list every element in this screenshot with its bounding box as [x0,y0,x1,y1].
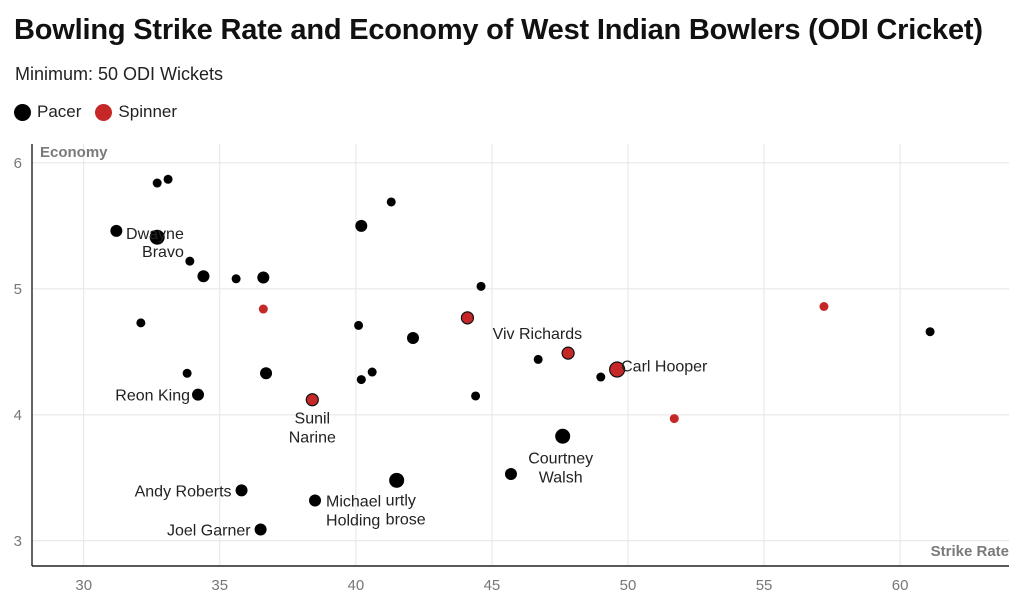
spinner-point [609,361,626,378]
spinner-point [460,311,475,325]
pacer-point [354,320,364,330]
spinner-legend-swatch [95,103,113,121]
pacer-point [235,484,248,497]
pacer-point [260,367,273,380]
point-label-line: Courtney [528,450,593,467]
point-label: Michael Holding [326,493,381,529]
point-label-line: urtly [386,492,416,509]
y-tick-label: 5 [14,281,22,298]
point-label-line: Michael [326,493,381,510]
pacer-point [257,271,270,284]
y-tick-label: 3 [14,533,22,550]
spinner-point [258,304,268,314]
chart-title: Bowling Strike Rate and Economy of West … [14,14,983,46]
pacer-point [163,174,173,184]
pacer-point [309,494,322,507]
legend-item-spinner: Spinner [95,102,177,122]
pacer-point [355,219,368,232]
y-axis-title: Economy [40,144,108,161]
legend-item-pacer: Pacer [14,102,81,122]
point-label: Courtney Walsh [528,450,593,486]
x-tick-label: 50 [620,577,637,594]
pacer-point [407,331,420,344]
point-label-line: Bravo [142,244,184,261]
point-label: Dwayne Bravo [126,226,184,261]
point-label-line: Narine [289,430,336,447]
spinner-point [669,414,679,424]
x-tick-label: 60 [892,577,909,594]
pacer-legend-swatch [14,103,31,121]
data-points [110,174,935,536]
x-tick-label: 55 [756,577,773,594]
pacer-point [197,270,210,283]
point-label-line: brose [386,511,426,528]
point-label-line: Walsh [539,469,583,486]
point-labels: Dwayne Bravo Viv Richards Carl Hooper Reon K… [115,226,708,539]
pacer-point [925,327,935,337]
pacer-point [231,274,241,284]
pacer-point [185,256,195,266]
x-tick-label: 30 [75,577,92,594]
legend-label-pacer: Pacer [37,102,82,121]
point-label: Reon King [115,388,190,405]
point-label-line: Holding [326,512,380,529]
pacer-point [476,281,486,291]
pacer-point [149,229,165,245]
pacer-point [136,318,146,328]
pacer-point [533,354,543,364]
pacer-point [471,391,481,401]
pacer-point [192,388,205,401]
pacer-point [555,428,571,444]
y-tick-label: 4 [14,407,22,424]
pacer-point [152,178,162,188]
x-tick-label: 35 [211,577,228,594]
pacer-point [254,523,267,536]
point-label: Andy Roberts [135,483,232,500]
point-label-line: Sunil [295,411,331,428]
pacer-point [182,368,192,378]
pacer-point [386,197,396,207]
grid-lines [32,144,1009,566]
pacer-point [110,224,123,237]
point-label: Sunil Narine [289,411,336,447]
pacer-point [367,367,377,377]
legend-label-spinner: Spinner [118,102,178,121]
pacer-point [596,372,606,382]
point-label: Joel Garner [167,522,251,539]
point-label: Carl Hooper [621,358,708,375]
pacer-point [356,375,366,385]
spinner-point [561,346,575,360]
x-tick-label: 45 [484,577,501,594]
point-label: Viv Richards [493,326,583,343]
point-label: urtly brose [386,492,426,528]
chart-subtitle: Minimum: 50 ODI Wickets [15,64,224,84]
x-tick-label: 40 [348,577,365,594]
y-tick-label: 6 [14,155,22,172]
point-label-line: Dwayne [126,226,184,243]
spinner-point [819,302,829,312]
spinner-point [305,393,319,407]
pacer-point [504,468,517,481]
chart-legend: Pacer Spinner [14,102,191,122]
x-axis-title: Strike Rate [931,543,1009,560]
pacer-point [389,472,405,488]
